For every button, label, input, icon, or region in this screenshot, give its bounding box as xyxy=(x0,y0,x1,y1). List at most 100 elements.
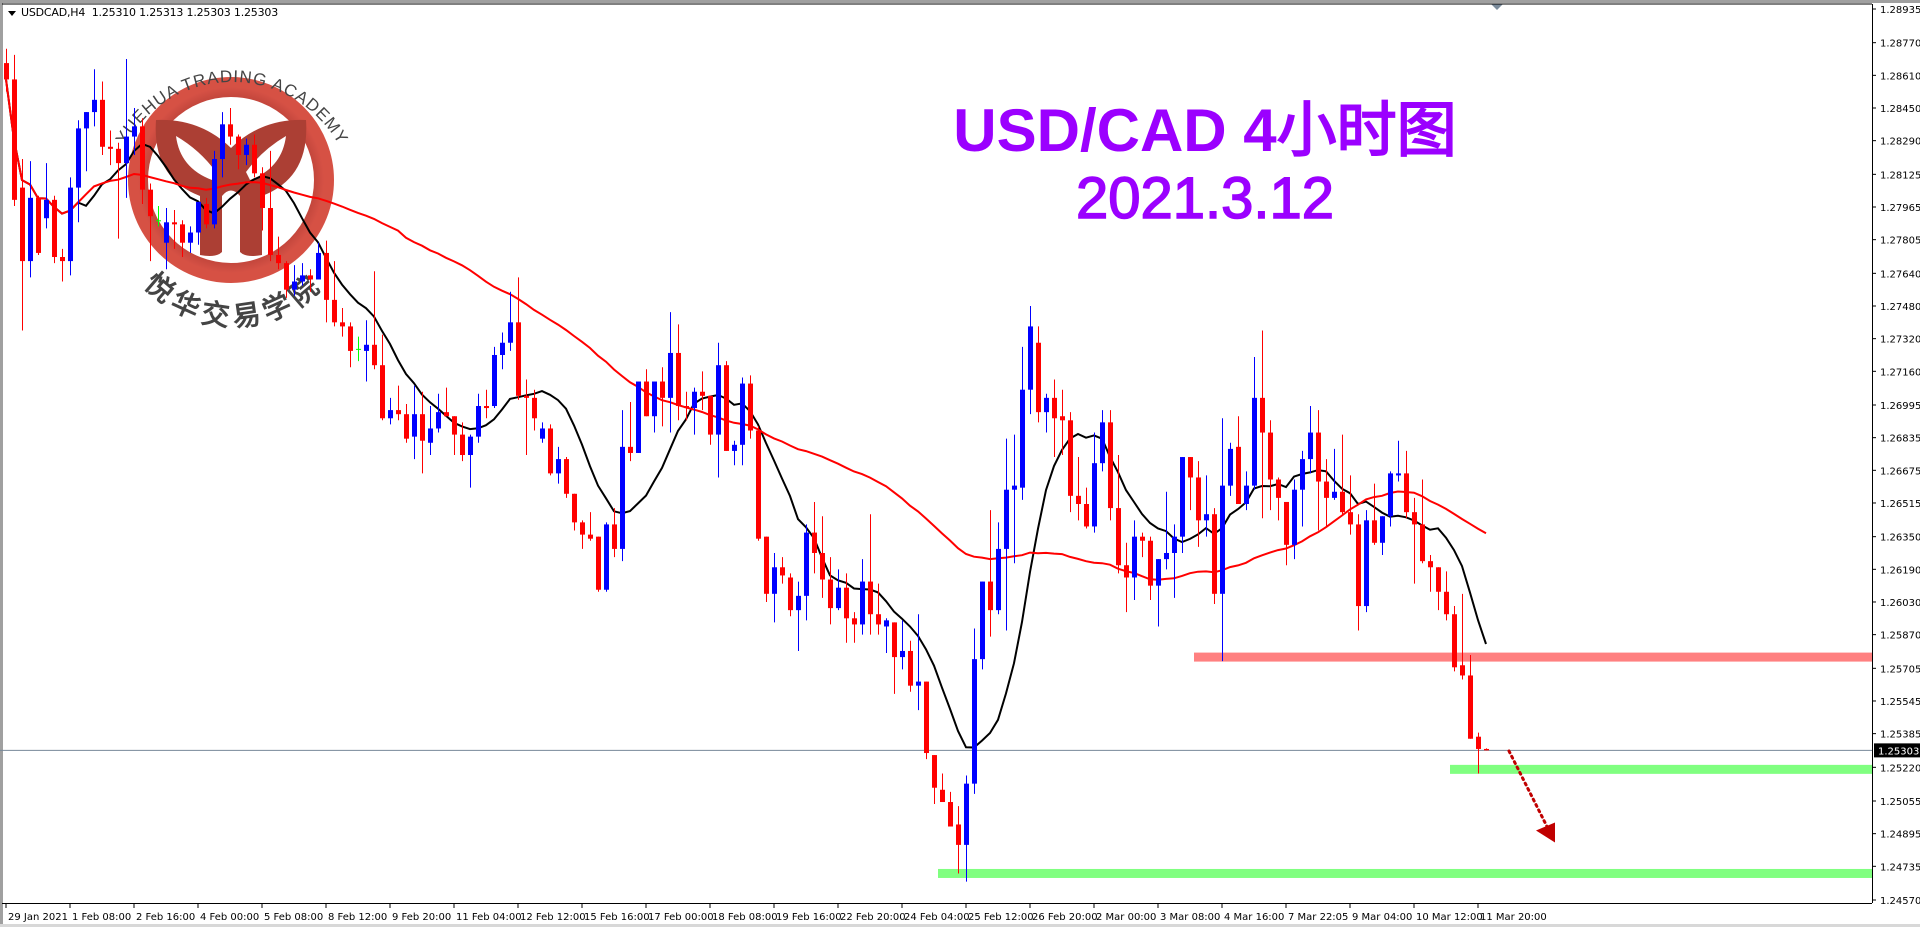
candle xyxy=(1204,475,1209,537)
time-tick-label: 24 Feb 04:00 xyxy=(904,912,970,923)
candle-body xyxy=(364,344,369,351)
candle-body xyxy=(212,159,217,225)
candle-body xyxy=(1068,420,1073,496)
candle xyxy=(268,150,273,262)
candle-body xyxy=(324,252,329,300)
candle xyxy=(500,332,505,370)
candle-body xyxy=(124,136,129,164)
candle-body xyxy=(828,579,833,609)
candle-body xyxy=(596,536,601,590)
candle xyxy=(1300,450,1305,527)
price-tick-label: 1.28770 xyxy=(1880,39,1920,50)
candle-body xyxy=(916,681,921,686)
candle-body xyxy=(1388,473,1393,517)
candle-body xyxy=(1052,397,1057,419)
candle xyxy=(1476,732,1481,774)
candle-body xyxy=(1340,491,1345,513)
candle-body xyxy=(1108,422,1113,509)
candle-body xyxy=(884,620,889,627)
ohlc-values: 1.25310 1.25313 1.25303 1.25303 xyxy=(91,6,278,19)
candle xyxy=(1180,457,1185,553)
candle xyxy=(860,559,865,635)
candle-body xyxy=(748,383,753,431)
candle xyxy=(76,120,81,223)
arrow-down-icon xyxy=(1536,822,1555,843)
candle xyxy=(140,118,145,204)
candle-body xyxy=(292,281,297,290)
symbol-label: USDCAD,H4 xyxy=(21,6,86,19)
candle xyxy=(196,201,201,245)
candle xyxy=(1460,593,1465,680)
candle xyxy=(756,426,761,541)
candle-body xyxy=(500,342,505,355)
candle xyxy=(1388,471,1393,527)
candle-body xyxy=(572,493,577,523)
candle xyxy=(1108,410,1113,521)
candle xyxy=(316,242,321,280)
candle-body xyxy=(692,391,697,409)
candle-body xyxy=(300,275,305,282)
candle xyxy=(124,59,129,198)
candle-body xyxy=(92,99,97,113)
candle xyxy=(1340,434,1345,515)
candle-body xyxy=(28,197,33,262)
price-tick-label: 1.28935 xyxy=(1880,5,1920,16)
candle xyxy=(940,773,945,803)
candle-body xyxy=(236,136,241,155)
candle xyxy=(388,397,393,425)
candle-body xyxy=(372,344,377,366)
time-tick-label: 9 Feb 20:00 xyxy=(392,912,451,923)
candle-body xyxy=(1420,524,1425,562)
candle xyxy=(292,265,297,296)
candle xyxy=(748,375,753,439)
candle-body xyxy=(540,428,545,439)
candle xyxy=(1044,393,1049,433)
candle xyxy=(468,434,473,488)
candle-body xyxy=(1412,512,1417,525)
candle-body xyxy=(1332,491,1337,498)
price-tick-label: 1.24735 xyxy=(1880,862,1920,873)
price-tick-label: 1.25385 xyxy=(1880,730,1920,741)
candle xyxy=(1276,477,1281,521)
candle xyxy=(828,557,833,625)
candle-body xyxy=(876,614,881,625)
candle-body xyxy=(652,381,657,417)
candle-body xyxy=(932,755,937,788)
candle xyxy=(780,557,785,584)
candle-body xyxy=(44,199,49,219)
candle xyxy=(428,406,433,456)
candle-body xyxy=(732,444,737,451)
candle-body xyxy=(4,63,9,80)
candle xyxy=(788,573,793,617)
price-tick-label: 1.28290 xyxy=(1880,137,1920,148)
candle-body xyxy=(1140,536,1145,541)
candle-body xyxy=(764,536,769,594)
candle xyxy=(548,424,553,476)
time-tick-label: 22 Feb 20:00 xyxy=(840,912,906,923)
candle xyxy=(996,522,1001,615)
candle xyxy=(1292,479,1297,560)
candle-body xyxy=(1188,457,1193,478)
candle xyxy=(884,618,889,654)
candle xyxy=(12,54,17,206)
price-tick-label: 1.28450 xyxy=(1880,104,1920,115)
candle xyxy=(460,422,465,462)
candle xyxy=(1020,346,1025,500)
candle xyxy=(892,622,897,694)
candle-body xyxy=(1404,473,1409,513)
candle xyxy=(156,205,161,227)
candle xyxy=(588,512,593,541)
caret-down-icon[interactable] xyxy=(8,10,16,16)
candle-body xyxy=(1004,489,1009,549)
candle xyxy=(36,195,41,255)
candle xyxy=(1052,379,1057,458)
candle-body xyxy=(196,201,201,233)
candle-body xyxy=(148,189,153,217)
candle xyxy=(1092,432,1097,533)
candle-body xyxy=(1132,536,1137,578)
candle xyxy=(532,389,537,431)
candle-body xyxy=(948,802,953,827)
candle-body xyxy=(724,365,729,451)
